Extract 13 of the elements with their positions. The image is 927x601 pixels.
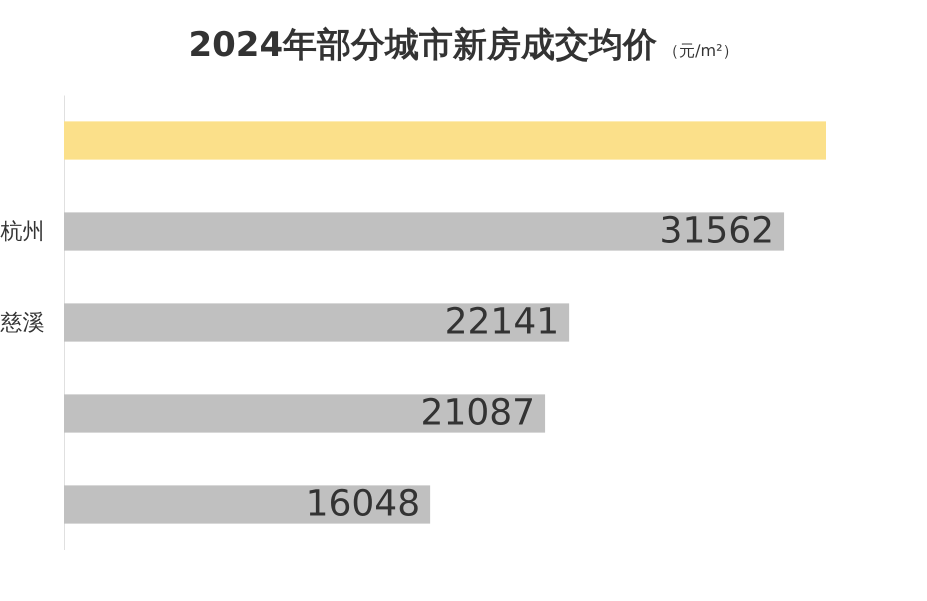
data-label: 21087: [420, 392, 536, 434]
data-label: 31562: [660, 210, 774, 252]
bar: [64, 303, 570, 342]
chart-subtitle: （元/m²）: [663, 41, 739, 60]
data-label: 22141: [444, 302, 560, 342]
y-tick-label: 慈溪: [0, 310, 44, 336]
bar: [64, 485, 430, 524]
bar: [64, 212, 784, 251]
y-tick-label: 杭州: [0, 220, 44, 244]
data-label: 16048: [306, 484, 420, 524]
bar: [64, 394, 546, 433]
bar: [64, 121, 826, 160]
chart-title: 2024年部分城市新房成交均价: [188, 25, 658, 65]
